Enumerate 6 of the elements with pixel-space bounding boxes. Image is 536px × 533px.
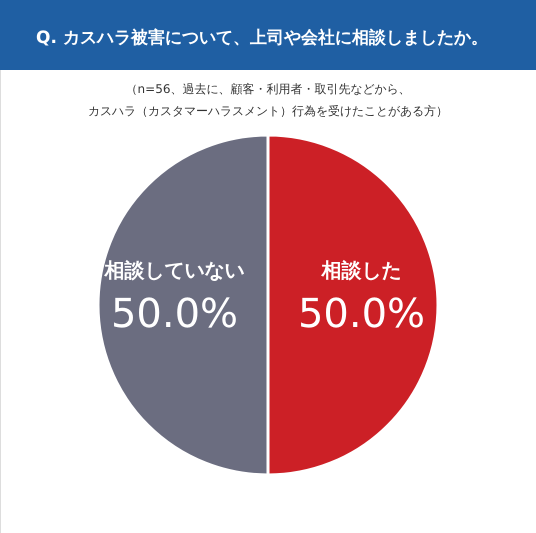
data-label: 50.0%	[110, 291, 238, 337]
slice-label: 相談した	[320, 258, 402, 282]
slice-label: 相談していない	[104, 258, 244, 282]
chart-title: Q. カスハラ被害について、上司や会社に相談しましたか。	[36, 28, 488, 48]
data-label: 50.0%	[298, 291, 426, 337]
chart-subtitle: （n=56、過去に、顧客・利用者・取引先などから、カスハラ（カスタマーハラスメント）行為を受けたことがある方）	[88, 82, 448, 118]
